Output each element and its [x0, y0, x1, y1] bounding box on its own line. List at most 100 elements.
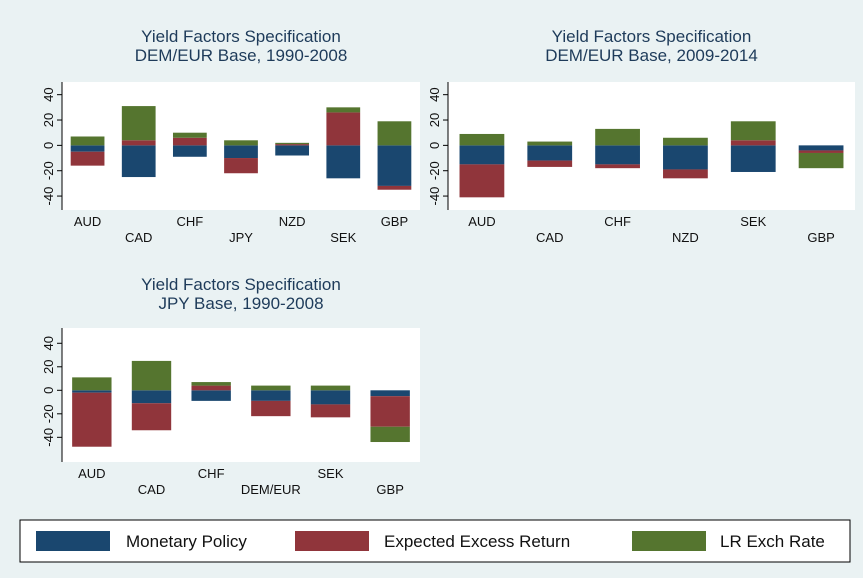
- bar-segment: [527, 145, 573, 161]
- bar-segment: [377, 121, 412, 146]
- y-tick-label: -20: [41, 404, 56, 423]
- chart-title: Yield Factors Specification: [552, 27, 752, 46]
- bar-segment: [224, 145, 258, 159]
- bar-segment: [527, 141, 573, 146]
- legend-label: LR Exch Rate: [720, 532, 825, 551]
- legend-label: Monetary Policy: [126, 532, 247, 551]
- y-tick-label: 0: [427, 142, 442, 149]
- bar-segment: [326, 107, 361, 113]
- bar-segment: [377, 145, 412, 186]
- bar-segment: [121, 106, 156, 141]
- bar-segment: [459, 133, 505, 146]
- y-tick-label: 40: [41, 87, 56, 101]
- y-tick-label: -40: [41, 428, 56, 447]
- bar-segment: [172, 137, 207, 146]
- bar-segment: [131, 403, 172, 431]
- y-tick-label: -20: [41, 161, 56, 180]
- bar-segment: [370, 390, 410, 397]
- y-tick-label: 0: [41, 142, 56, 149]
- bar-segment: [377, 185, 412, 190]
- bar-segment: [70, 136, 105, 146]
- x-tick-label: JPY: [229, 230, 253, 245]
- y-tick-label: 40: [427, 87, 442, 101]
- bar-segment: [70, 145, 105, 152]
- bar-segment: [310, 404, 351, 418]
- x-tick-label: NZD: [672, 230, 699, 245]
- y-tick-label: 40: [41, 336, 56, 350]
- y-tick-label: -40: [41, 187, 56, 206]
- bar-segment: [72, 392, 112, 447]
- y-tick-label: 20: [41, 360, 56, 374]
- bar-segment: [730, 140, 776, 146]
- bar-segment: [798, 152, 844, 169]
- bar-segment: [224, 158, 258, 174]
- bar-segment: [275, 142, 310, 145]
- bar-segment: [370, 426, 410, 443]
- bar-segment: [121, 145, 156, 178]
- legend-swatch: [36, 531, 110, 551]
- bar-segment: [121, 140, 156, 146]
- chart-subtitle: JPY Base, 1990-2008: [158, 294, 323, 313]
- bar-segment: [527, 160, 573, 167]
- x-tick-label: GBP: [807, 230, 834, 245]
- bar-segment: [798, 145, 844, 151]
- x-tick-label: AUD: [468, 214, 495, 229]
- bar-segment: [310, 390, 351, 405]
- bar-segment: [70, 151, 105, 166]
- x-tick-label: DEM/EUR: [241, 482, 301, 497]
- y-tick-label: 0: [41, 387, 56, 394]
- bar-segment: [663, 145, 708, 170]
- y-tick-label: -40: [427, 187, 442, 206]
- bar-segment: [191, 382, 231, 386]
- bar-segment: [798, 150, 844, 153]
- bar-segment: [459, 164, 505, 198]
- chart-subtitle: DEM/EUR Base, 1990-2008: [135, 46, 348, 65]
- bar-segment: [251, 400, 291, 417]
- bar-segment: [131, 390, 172, 404]
- x-tick-label: CHF: [176, 214, 203, 229]
- bar-segment: [251, 390, 291, 401]
- bar-segment: [310, 385, 351, 391]
- legend-box: [19, 519, 851, 563]
- bar-segment: [72, 390, 112, 393]
- x-tick-label: NZD: [279, 214, 306, 229]
- x-tick-label: CHF: [604, 214, 631, 229]
- bar-segment: [663, 137, 708, 146]
- bar-segment: [595, 145, 640, 165]
- chart-subtitle: DEM/EUR Base, 2009-2014: [545, 46, 758, 65]
- legend-swatch: [295, 531, 369, 551]
- bar-segment: [370, 396, 410, 427]
- x-tick-label: AUD: [78, 466, 105, 481]
- bar-segment: [191, 385, 231, 391]
- y-tick-label: 20: [41, 113, 56, 127]
- legend-label: Expected Excess Return: [384, 532, 570, 551]
- chart-title: Yield Factors Specification: [141, 27, 341, 46]
- y-tick-label: 20: [427, 113, 442, 127]
- bar-segment: [730, 121, 776, 141]
- bar-segment: [72, 377, 112, 391]
- x-tick-label: SEK: [330, 230, 356, 245]
- x-tick-label: SEK: [740, 214, 766, 229]
- plot-area: [62, 328, 420, 462]
- bar-segment: [459, 145, 505, 165]
- plot-area: [448, 82, 855, 210]
- bar-segment: [326, 145, 361, 179]
- bar-segment: [275, 145, 310, 156]
- bar-segment: [730, 145, 776, 172]
- x-tick-label: AUD: [74, 214, 101, 229]
- bar-segment: [595, 128, 640, 146]
- bar-segment: [663, 169, 708, 179]
- x-tick-label: CAD: [536, 230, 563, 245]
- legend-swatch: [632, 531, 706, 551]
- bar-segment: [595, 164, 640, 169]
- x-tick-label: CAD: [138, 482, 165, 497]
- x-tick-label: CHF: [198, 466, 225, 481]
- bar-segment: [131, 360, 172, 391]
- bar-segment: [172, 145, 207, 157]
- bar-segment: [275, 144, 310, 146]
- x-tick-label: CAD: [125, 230, 152, 245]
- y-tick-label: -20: [427, 161, 442, 180]
- bar-segment: [251, 385, 291, 391]
- x-tick-label: GBP: [381, 214, 408, 229]
